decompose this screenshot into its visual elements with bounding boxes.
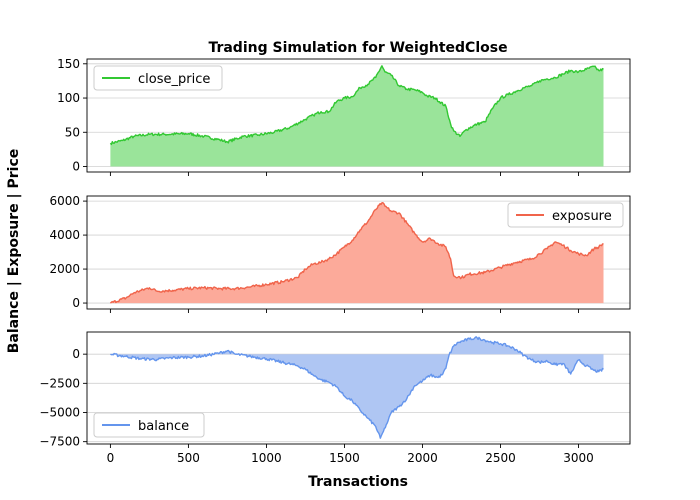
ytick-label-close_price-1: 50 <box>65 125 80 139</box>
ytick-label-close_price-3: 150 <box>57 57 80 71</box>
exposure-legend-box <box>507 202 624 228</box>
balance-line <box>110 336 604 439</box>
ytick-label-balance-1: −2500 <box>39 376 80 390</box>
balance-panel: 0 −2500 −5000 −7500 0 500 1000 1500 2000 2500 3000… <box>39 331 631 465</box>
close_price-legend-label: close_price <box>138 72 210 87</box>
ytick-label-balance-2: −5000 <box>39 406 80 420</box>
balance-axes-frame <box>86 331 631 445</box>
price-panel: 0 50 100 150 close_price <box>57 57 631 176</box>
xtick-label-5: 2500 <box>485 451 516 465</box>
xtick-label-0: 0 <box>107 451 115 465</box>
ytick-label-balance-3: −7500 <box>39 435 80 449</box>
xtick-label-4: 2000 <box>407 451 438 465</box>
exposure-line <box>109 202 604 304</box>
close_price-line <box>109 65 604 146</box>
y-axis-label: Balance | Exposure | Price <box>6 149 22 354</box>
exposure-legend-label: exposure <box>552 209 612 224</box>
exposure-legend: exposure <box>507 202 624 228</box>
close_price-legend: close_price <box>93 65 223 91</box>
close_price-area <box>110 65 604 167</box>
ytick-label-balance-0: 0 <box>72 347 80 361</box>
ytick-label-exposure-0: 0 <box>72 296 80 310</box>
ytick-label-exposure-3: 6000 <box>49 194 80 208</box>
ytick-label-exposure-1: 2000 <box>49 262 80 276</box>
ytick-label-close_price-0: 0 <box>72 160 80 174</box>
balance-legend-label: balance <box>138 419 189 434</box>
xtick-label-2: 1000 <box>251 451 282 465</box>
exposure-panel: 0 2000 4000 6000 exposure <box>49 194 631 313</box>
xtick-label-6: 3000 <box>563 451 594 465</box>
balance-area <box>110 336 604 439</box>
close_price-legend-box <box>93 65 223 91</box>
ytick-label-exposure-2: 4000 <box>49 228 80 242</box>
ytick-label-close_price-2: 100 <box>57 91 80 105</box>
xtick-label-1: 500 <box>177 451 200 465</box>
chart-title: Trading Simulation for WeightedClose <box>208 40 507 56</box>
balance-legend-box <box>93 412 205 438</box>
exposure-axes-frame <box>86 195 631 310</box>
xtick-label-3: 1500 <box>329 451 360 465</box>
balance-legend: balance <box>93 412 205 438</box>
exposure-area <box>110 202 604 304</box>
x-axis-label: Transactions <box>308 474 408 490</box>
close_price-axes-frame <box>86 58 631 173</box>
